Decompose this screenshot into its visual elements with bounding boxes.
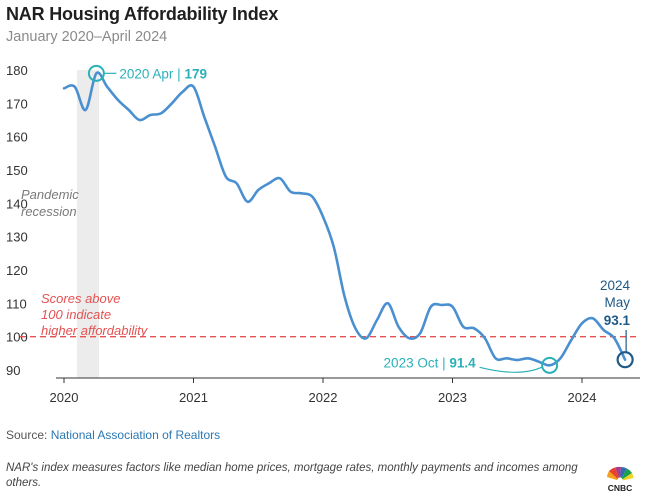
y-tick-label: 150 xyxy=(6,163,28,178)
source-label: Source: xyxy=(6,428,51,442)
cnbc-logo: CNBC xyxy=(600,461,640,493)
annotation-label-latest: May xyxy=(604,295,630,310)
y-tick-label: 140 xyxy=(6,196,28,211)
y-tick-label: 120 xyxy=(6,263,28,278)
annotation-marker-peak xyxy=(87,64,105,82)
y-tick-label: 170 xyxy=(6,96,28,111)
footnote: NAR's index measures factors like median… xyxy=(6,462,578,489)
annotation-label-peak: 2020 Apr | 179 xyxy=(119,66,207,81)
source-line: Source: National Association of Realtors xyxy=(6,428,220,442)
line-chart: Pandemic recession 180 170 160 150 140 130 120 1… xyxy=(6,63,640,405)
reference-line-label: higher affordability xyxy=(41,323,149,338)
peacock-icon xyxy=(607,466,634,483)
y-tick-label: 180 xyxy=(6,63,28,78)
recession-label: recession xyxy=(21,204,77,219)
source-link[interactable]: National Association of Realtors xyxy=(50,428,221,442)
x-tick-label: 2020 xyxy=(50,390,79,405)
y-tick-label: 110 xyxy=(6,296,27,311)
recession-label: Pandemic xyxy=(21,187,79,202)
y-tick-label: 90 xyxy=(6,363,20,378)
annotation-marker-latest xyxy=(616,351,634,369)
y-tick-label: 100 xyxy=(6,330,28,345)
chart-title: NAR Housing Affordability Index xyxy=(6,4,279,24)
reference-line-label: Scores above xyxy=(41,291,121,306)
annotation-leader xyxy=(479,366,542,373)
x-tick-label: 2023 xyxy=(438,390,467,405)
series-line-affordability-index xyxy=(62,71,627,367)
recession-band xyxy=(76,70,99,378)
x-tick-label: 2022 xyxy=(309,390,338,405)
annotation-label-latest: 2024 xyxy=(600,278,631,293)
annotation-value-latest: 93.1 xyxy=(604,313,631,328)
chart-subtitle: January 2020–April 2024 xyxy=(6,29,168,45)
annotation-label-low: 2023 Oct | 91.4 xyxy=(384,355,477,370)
x-tick-label: 2024 xyxy=(568,390,597,405)
reference-line-label: 100 indicate xyxy=(41,307,111,322)
y-tick-label: 130 xyxy=(6,230,28,245)
x-tick-label: 2021 xyxy=(179,390,208,405)
logo-text: CNBC xyxy=(607,483,633,493)
y-tick-label: 160 xyxy=(6,130,28,145)
annotation-marker-low xyxy=(541,356,559,374)
